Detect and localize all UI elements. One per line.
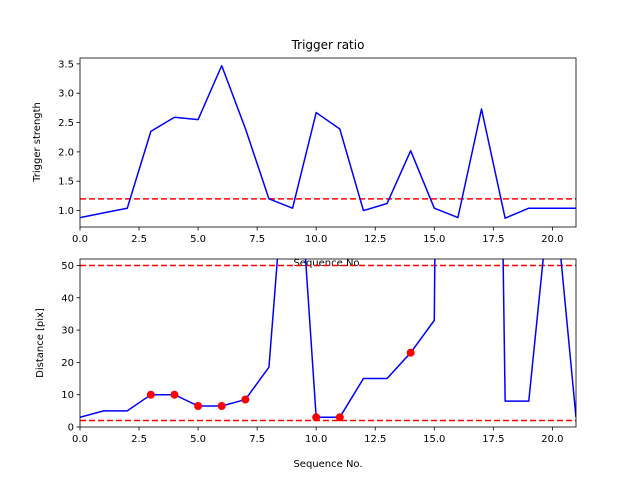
data-point-marker (146, 390, 155, 399)
data-point-marker (335, 413, 344, 422)
x-tick-label: 10.0 (305, 434, 327, 445)
y-tick-label: 50 (61, 261, 74, 272)
series-line (80, 64, 576, 219)
x-tick-label: 7.5 (249, 434, 265, 445)
x-tick-label: 5.0 (190, 234, 206, 245)
y-ticks: 0 10 20 30 40 50 (61, 261, 80, 434)
trigger-series-group (80, 64, 576, 219)
y-tick-label: 2.0 (58, 147, 74, 158)
y-axis-label: Distance [pix] (35, 308, 46, 378)
x-tick-label: 17.5 (482, 234, 504, 245)
data-point-marker (406, 348, 415, 357)
data-point-marker (194, 402, 203, 410)
y-axis-label: Trigger strength (32, 102, 43, 183)
y-tick-label: 2.5 (58, 118, 74, 129)
x-tick-label: 20.0 (541, 234, 563, 245)
x-ticks: 0.0 2.5 5.0 7.5 10.0 12.5 15.0 17.5 20.0 (72, 427, 564, 445)
x-tick-label: 0.0 (72, 434, 88, 445)
x-tick-label: 15.0 (423, 234, 445, 245)
plot-frame (79, 258, 577, 428)
x-tick-label: 10.0 (305, 234, 327, 245)
y-tick-label: 3.5 (58, 59, 74, 70)
y-tick-label: 40 (61, 293, 74, 304)
y-ticks: 1.0 1.5 2.0 2.5 3.0 3.5 (58, 59, 80, 217)
y-tick-label: 0 (68, 423, 74, 434)
x-tick-label: 20.0 (541, 434, 563, 445)
x-tick-label: 2.5 (131, 234, 147, 245)
series-line (80, 259, 576, 419)
x-tick-label: 12.5 (364, 234, 386, 245)
y-tick-label: 10 (61, 390, 74, 401)
trigger-ratio-chart: Trigger ratio 0.0 2.5 5.0 7.5 10.0 12.5 15.0 17… (32, 38, 577, 269)
x-ticks: 0.0 2.5 5.0 7.5 10.0 12.5 15.0 17.5 20.0 (72, 227, 564, 245)
x-axis-label: Sequence No. (293, 258, 362, 269)
chart-title: Trigger ratio (291, 38, 365, 52)
x-tick-label: 2.5 (131, 434, 147, 445)
y-tick-label: 30 (61, 326, 74, 337)
x-tick-label: 17.5 (482, 434, 504, 445)
x-tick-label: 0.0 (72, 234, 88, 245)
x-tick-label: 15.0 (423, 434, 445, 445)
data-point-marker (170, 390, 179, 399)
x-tick-label: 12.5 (364, 434, 386, 445)
x-tick-label: 5.0 (190, 434, 206, 445)
y-tick-label: 20 (61, 358, 74, 369)
data-point-marker (241, 395, 250, 404)
data-point-marker (217, 402, 226, 410)
y-tick-label: 1.0 (58, 206, 74, 217)
data-point-marker (312, 413, 321, 422)
x-axis-label: Sequence No. (293, 459, 362, 470)
plot-frame (79, 57, 577, 228)
y-tick-label: 1.5 (58, 177, 74, 188)
distance-chart: 0.0 2.5 5.0 7.5 10.0 12.5 15.0 17.5 20.0 0 10 20 30… (35, 258, 577, 470)
y-tick-label: 3.0 (58, 89, 74, 100)
x-tick-label: 7.5 (249, 234, 265, 245)
distance-series-group (80, 259, 576, 422)
